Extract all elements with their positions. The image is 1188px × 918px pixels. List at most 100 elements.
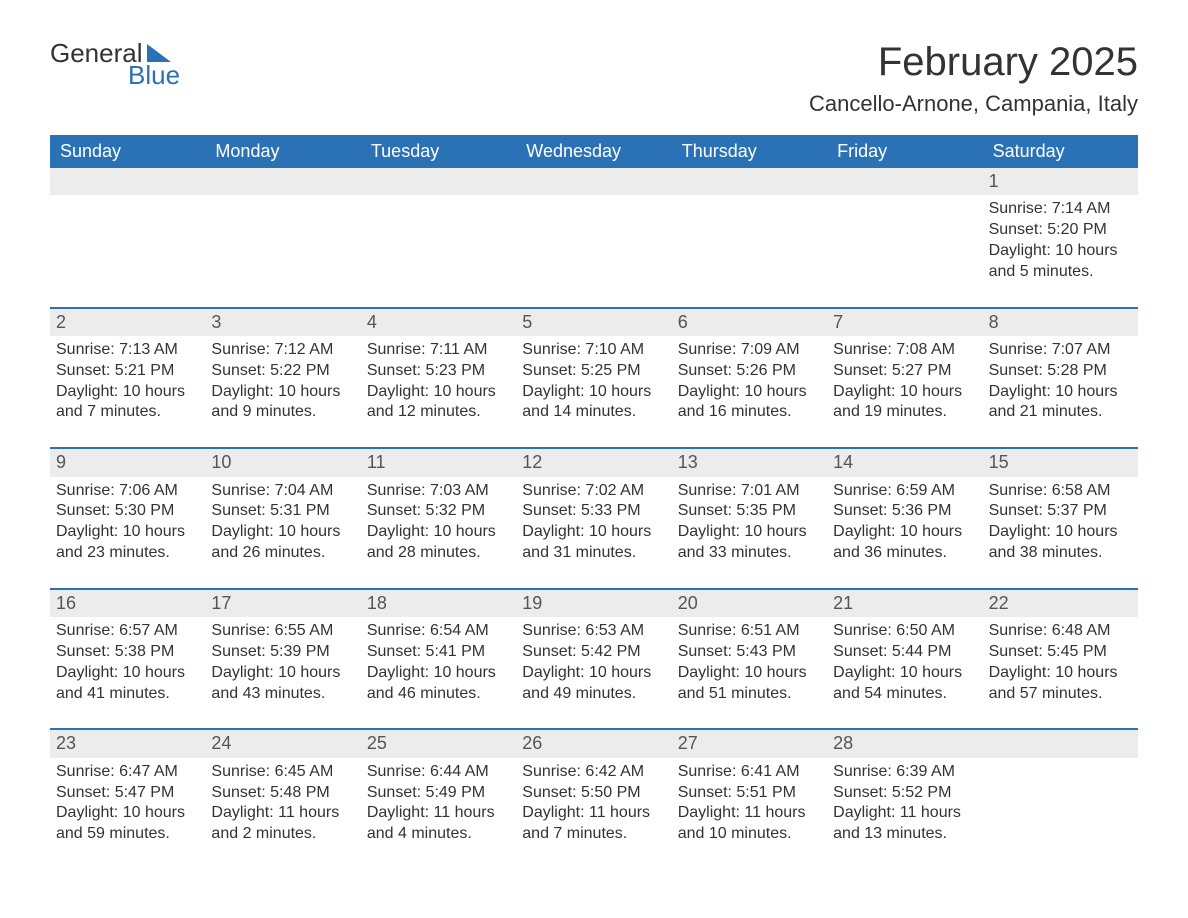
calendar-cell: 25Sunrise: 6:44 AMSunset: 5:49 PMDayligh… (361, 730, 516, 851)
day-number: 26 (516, 730, 671, 757)
sunset-line: Sunset: 5:32 PM (367, 501, 510, 522)
day-number: 22 (983, 590, 1138, 617)
daylight-line: Daylight: 10 hours and 16 minutes. (678, 382, 821, 424)
day-number: . (827, 168, 982, 195)
day-number: 8 (983, 309, 1138, 336)
day-info: Sunrise: 7:04 AMSunset: 5:31 PMDaylight:… (211, 481, 354, 564)
daylight-line: Daylight: 11 hours and 10 minutes. (678, 803, 821, 845)
day-info: Sunrise: 7:13 AMSunset: 5:21 PMDaylight:… (56, 340, 199, 423)
weekday-header: Wednesday (516, 135, 671, 168)
daylight-line: Daylight: 10 hours and 21 minutes. (989, 382, 1132, 424)
daylight-line: Daylight: 10 hours and 28 minutes. (367, 522, 510, 564)
calendar-cell: . (983, 730, 1138, 851)
day-info: Sunrise: 6:57 AMSunset: 5:38 PMDaylight:… (56, 621, 199, 704)
sunrise-line: Sunrise: 6:48 AM (989, 621, 1132, 642)
day-info: Sunrise: 7:06 AMSunset: 5:30 PMDaylight:… (56, 481, 199, 564)
calendar-cell: 11 Sunrise: 7:03 AMSunset: 5:32 PMDayligh… (361, 449, 516, 570)
calendar-cell: . (516, 168, 671, 289)
calendar-cell: 22Sunrise: 6:48 AMSunset: 5:45 PMDayligh… (983, 590, 1138, 711)
sunset-line: Sunset: 5:42 PM (522, 642, 665, 663)
sunrise-line: Sunrise: 6:59 AM (833, 481, 976, 502)
logo: General Blue (50, 40, 180, 88)
day-number: . (50, 168, 205, 195)
sunset-line: Sunset: 5:37 PM (989, 501, 1132, 522)
weekday-header: Saturday (983, 135, 1138, 168)
day-info: Sunrise: 6:59 AMSunset: 5:36 PMDaylight:… (833, 481, 976, 564)
day-number: 11 (361, 449, 516, 476)
day-number: 24 (205, 730, 360, 757)
day-number: . (672, 168, 827, 195)
day-number: 21 (827, 590, 982, 617)
sunset-line: Sunset: 5:31 PM (211, 501, 354, 522)
day-number: 17 (205, 590, 360, 617)
day-number: 4 (361, 309, 516, 336)
day-number: . (983, 730, 1138, 757)
daylight-line: Daylight: 11 hours and 4 minutes. (367, 803, 510, 845)
calendar-cell: 12Sunrise: 7:02 AMSunset: 5:33 PMDayligh… (516, 449, 671, 570)
sunrise-line: Sunrise: 6:53 AM (522, 621, 665, 642)
day-info: Sunrise: 6:55 AMSunset: 5:39 PMDaylight:… (211, 621, 354, 704)
calendar-cell: . (672, 168, 827, 289)
sunrise-line: Sunrise: 6:45 AM (211, 762, 354, 783)
sunset-line: Sunset: 5:23 PM (367, 361, 510, 382)
calendar-cell: . (827, 168, 982, 289)
sunset-line: Sunset: 5:33 PM (522, 501, 665, 522)
day-number: 13 (672, 449, 827, 476)
daylight-line: Daylight: 10 hours and 36 minutes. (833, 522, 976, 564)
daylight-line: Daylight: 10 hours and 57 minutes. (989, 663, 1132, 705)
day-number: 1 (983, 168, 1138, 195)
daylight-line: Daylight: 11 hours and 13 minutes. (833, 803, 976, 845)
day-info: Sunrise: 6:54 AMSunset: 5:41 PMDaylight:… (367, 621, 510, 704)
month-title: February 2025 (809, 40, 1138, 85)
weekday-header: Monday (205, 135, 360, 168)
weekday-header: Sunday (50, 135, 205, 168)
sunrise-line: Sunrise: 6:55 AM (211, 621, 354, 642)
sunrise-line: Sunrise: 7:03 AM (367, 481, 510, 502)
sunrise-line: Sunrise: 6:42 AM (522, 762, 665, 783)
day-info: Sunrise: 6:58 AMSunset: 5:37 PMDaylight:… (989, 481, 1132, 564)
sunrise-line: Sunrise: 7:12 AM (211, 340, 354, 361)
day-number: 19 (516, 590, 671, 617)
sunrise-line: Sunrise: 6:51 AM (678, 621, 821, 642)
calendar-cell: 21Sunrise: 6:50 AMSunset: 5:44 PMDayligh… (827, 590, 982, 711)
location-text: Cancello-Arnone, Campania, Italy (809, 91, 1138, 117)
sunrise-line: Sunrise: 7:02 AM (522, 481, 665, 502)
day-info: Sunrise: 7:01 AMSunset: 5:35 PMDaylight:… (678, 481, 821, 564)
daylight-line: Daylight: 10 hours and 12 minutes. (367, 382, 510, 424)
day-number: 23 (50, 730, 205, 757)
sunset-line: Sunset: 5:43 PM (678, 642, 821, 663)
sunrise-line: Sunrise: 7:10 AM (522, 340, 665, 361)
sunrise-line: Sunrise: 7:08 AM (833, 340, 976, 361)
sunset-line: Sunset: 5:28 PM (989, 361, 1132, 382)
sunrise-line: Sunrise: 7:06 AM (56, 481, 199, 502)
sunset-line: Sunset: 5:36 PM (833, 501, 976, 522)
daylight-line: Daylight: 10 hours and 14 minutes. (522, 382, 665, 424)
day-info: Sunrise: 6:51 AMSunset: 5:43 PMDaylight:… (678, 621, 821, 704)
day-number: 20 (672, 590, 827, 617)
calendar-cell: 27Sunrise: 6:41 AMSunset: 5:51 PMDayligh… (672, 730, 827, 851)
sunset-line: Sunset: 5:49 PM (367, 783, 510, 804)
day-number: 7 (827, 309, 982, 336)
day-info: Sunrise: 7:14 AMSunset: 5:20 PMDaylight:… (989, 199, 1132, 282)
daylight-line: Daylight: 10 hours and 59 minutes. (56, 803, 199, 845)
sunset-line: Sunset: 5:38 PM (56, 642, 199, 663)
day-info: Sunrise: 6:39 AMSunset: 5:52 PMDaylight:… (833, 762, 976, 845)
day-info: Sunrise: 7:09 AMSunset: 5:26 PMDaylight:… (678, 340, 821, 423)
sunset-line: Sunset: 5:20 PM (989, 220, 1132, 241)
sunset-line: Sunset: 5:41 PM (367, 642, 510, 663)
sunrise-line: Sunrise: 6:47 AM (56, 762, 199, 783)
title-block: February 2025 Cancello-Arnone, Campania,… (809, 40, 1138, 117)
calendar-cell: 7Sunrise: 7:08 AMSunset: 5:27 PMDaylight… (827, 309, 982, 430)
calendar-cell: 9 Sunrise: 7:06 AMSunset: 5:30 PMDaylight… (50, 449, 205, 570)
day-info: Sunrise: 7:11 AMSunset: 5:23 PMDaylight:… (367, 340, 510, 423)
sunset-line: Sunset: 5:27 PM (833, 361, 976, 382)
daylight-line: Daylight: 10 hours and 43 minutes. (211, 663, 354, 705)
calendar-cell: 8Sunrise: 7:07 AMSunset: 5:28 PMDaylight… (983, 309, 1138, 430)
daylight-line: Daylight: 10 hours and 23 minutes. (56, 522, 199, 564)
sunset-line: Sunset: 5:51 PM (678, 783, 821, 804)
calendar-cell: . (50, 168, 205, 289)
day-number: 9 (50, 449, 205, 476)
calendar-cell: . (361, 168, 516, 289)
weekday-header: Tuesday (361, 135, 516, 168)
day-number: 14 (827, 449, 982, 476)
